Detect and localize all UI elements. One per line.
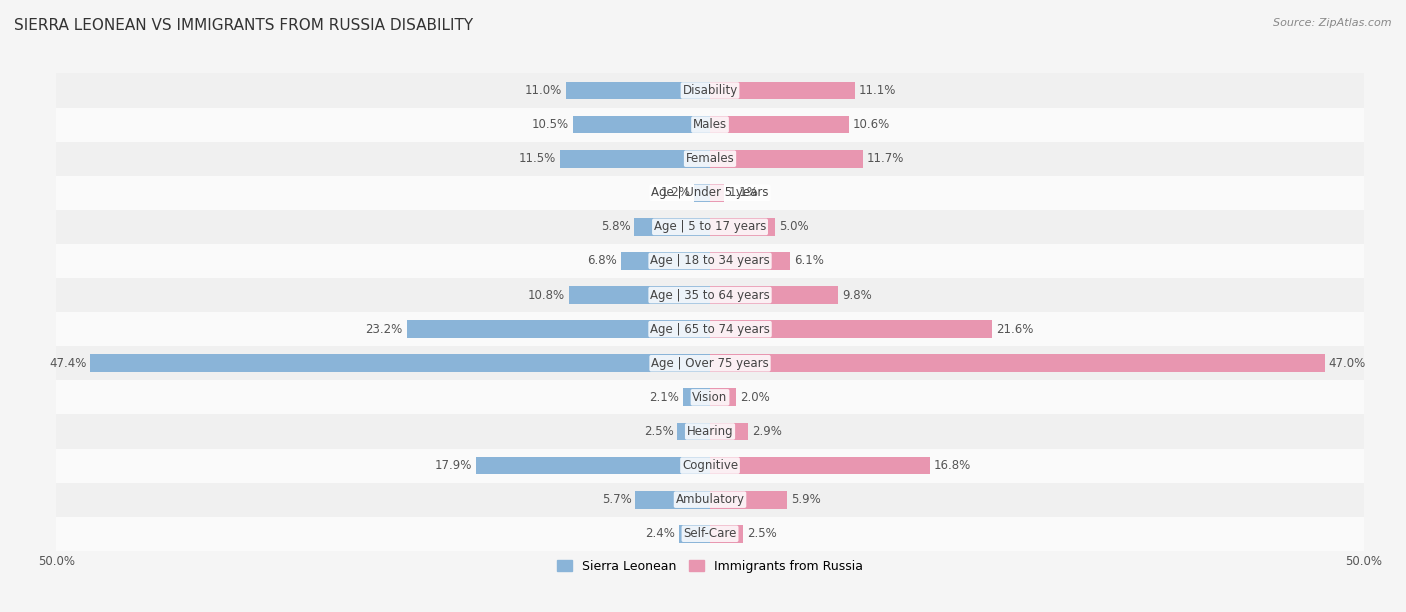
Bar — [710, 252, 790, 270]
Text: 23.2%: 23.2% — [366, 323, 402, 335]
Bar — [634, 218, 710, 236]
Bar — [56, 141, 1364, 176]
Text: 10.6%: 10.6% — [852, 118, 890, 131]
Text: 11.1%: 11.1% — [859, 84, 897, 97]
Bar — [710, 491, 787, 509]
Bar — [56, 449, 1364, 483]
Text: 47.4%: 47.4% — [49, 357, 86, 370]
Text: 2.9%: 2.9% — [752, 425, 782, 438]
Text: 5.0%: 5.0% — [779, 220, 808, 233]
Text: SIERRA LEONEAN VS IMMIGRANTS FROM RUSSIA DISABILITY: SIERRA LEONEAN VS IMMIGRANTS FROM RUSSIA… — [14, 18, 474, 34]
Text: 5.7%: 5.7% — [602, 493, 631, 506]
Bar — [710, 423, 748, 440]
Bar — [56, 108, 1364, 141]
Bar — [56, 346, 1364, 380]
Bar — [695, 184, 710, 201]
Text: 10.8%: 10.8% — [527, 289, 565, 302]
Text: 21.6%: 21.6% — [997, 323, 1033, 335]
Text: 5.9%: 5.9% — [792, 493, 821, 506]
Bar — [710, 184, 724, 201]
Bar — [621, 252, 710, 270]
Bar — [710, 389, 737, 406]
Bar — [569, 286, 710, 304]
Text: 6.8%: 6.8% — [588, 255, 617, 267]
Bar — [710, 116, 849, 133]
Bar — [710, 286, 838, 304]
Text: Cognitive: Cognitive — [682, 459, 738, 472]
Text: Self-Care: Self-Care — [683, 528, 737, 540]
Text: Disability: Disability — [682, 84, 738, 97]
Text: 47.0%: 47.0% — [1329, 357, 1365, 370]
Bar — [56, 278, 1364, 312]
Text: Hearing: Hearing — [686, 425, 734, 438]
Text: Source: ZipAtlas.com: Source: ZipAtlas.com — [1274, 18, 1392, 28]
Bar — [710, 354, 1324, 372]
Bar — [636, 491, 710, 509]
Bar — [682, 389, 710, 406]
Text: 17.9%: 17.9% — [434, 459, 472, 472]
Text: Age | Under 5 years: Age | Under 5 years — [651, 186, 769, 200]
Text: 2.5%: 2.5% — [747, 528, 776, 540]
Bar — [710, 218, 776, 236]
Text: 5.8%: 5.8% — [600, 220, 630, 233]
Bar — [56, 380, 1364, 414]
Text: 1.1%: 1.1% — [728, 186, 758, 200]
Bar — [710, 150, 863, 168]
Bar — [56, 73, 1364, 108]
Bar — [710, 457, 929, 474]
Bar — [572, 116, 710, 133]
Text: 2.0%: 2.0% — [740, 391, 770, 404]
Text: Age | Over 75 years: Age | Over 75 years — [651, 357, 769, 370]
Text: Age | 65 to 74 years: Age | 65 to 74 years — [650, 323, 770, 335]
Bar — [56, 210, 1364, 244]
Bar — [406, 320, 710, 338]
Text: 11.7%: 11.7% — [868, 152, 904, 165]
Bar — [56, 414, 1364, 449]
Text: 9.8%: 9.8% — [842, 289, 872, 302]
Text: Ambulatory: Ambulatory — [675, 493, 745, 506]
Text: 2.1%: 2.1% — [648, 391, 679, 404]
Bar — [710, 525, 742, 543]
Text: Females: Females — [686, 152, 734, 165]
Text: Males: Males — [693, 118, 727, 131]
Bar — [56, 312, 1364, 346]
Text: 1.2%: 1.2% — [661, 186, 690, 200]
Bar — [90, 354, 710, 372]
Text: 10.5%: 10.5% — [531, 118, 569, 131]
Bar — [567, 81, 710, 99]
Bar — [56, 244, 1364, 278]
Text: 11.0%: 11.0% — [524, 84, 562, 97]
Legend: Sierra Leonean, Immigrants from Russia: Sierra Leonean, Immigrants from Russia — [553, 555, 868, 578]
Text: 2.5%: 2.5% — [644, 425, 673, 438]
Text: Vision: Vision — [692, 391, 728, 404]
Text: Age | 18 to 34 years: Age | 18 to 34 years — [650, 255, 770, 267]
Bar — [56, 176, 1364, 210]
Bar — [678, 423, 710, 440]
Bar — [56, 483, 1364, 517]
Text: 11.5%: 11.5% — [519, 152, 555, 165]
Bar — [56, 517, 1364, 551]
Text: 2.4%: 2.4% — [645, 528, 675, 540]
Text: Age | 5 to 17 years: Age | 5 to 17 years — [654, 220, 766, 233]
Text: 6.1%: 6.1% — [794, 255, 824, 267]
Bar — [560, 150, 710, 168]
Text: Age | 35 to 64 years: Age | 35 to 64 years — [650, 289, 770, 302]
Bar — [710, 81, 855, 99]
Bar — [477, 457, 710, 474]
Bar — [679, 525, 710, 543]
Bar — [710, 320, 993, 338]
Text: 16.8%: 16.8% — [934, 459, 972, 472]
